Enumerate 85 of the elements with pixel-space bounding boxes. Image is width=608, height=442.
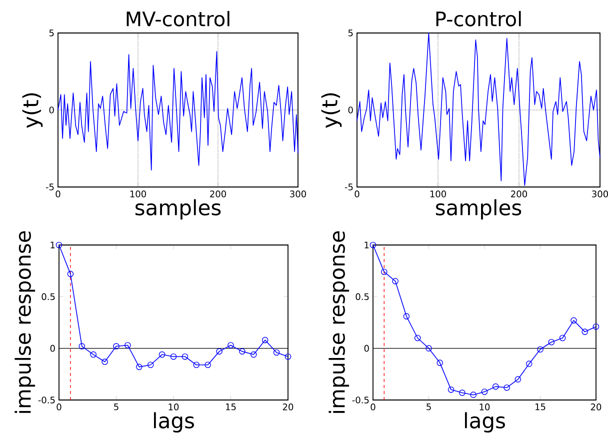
point <box>403 313 410 320</box>
point <box>67 270 74 278</box>
y-tick-label: 0.5 <box>42 293 55 300</box>
line-series <box>356 32 600 186</box>
point <box>250 351 257 358</box>
y-tick-label: 5 <box>348 30 353 36</box>
point <box>102 358 108 365</box>
point <box>448 386 454 393</box>
y-tick-label: 1 <box>50 242 55 248</box>
point <box>228 342 234 348</box>
x-tick-label: 0 <box>56 404 62 410</box>
point <box>592 323 600 330</box>
x-tick-label: 300 <box>592 190 608 198</box>
y-tick-label: 0 <box>49 106 54 114</box>
point <box>414 334 421 342</box>
x-tick-label: 10 <box>480 404 490 410</box>
y-axis-title: y(t) <box>321 93 342 128</box>
x-tick-label: 0 <box>370 404 376 410</box>
point <box>570 317 577 324</box>
y-tick-label: 1 <box>364 242 369 248</box>
x-tick-label: 10 <box>168 404 179 410</box>
x-tick-label: 15 <box>536 404 546 410</box>
point <box>582 328 588 335</box>
x-tick-label: 300 <box>290 190 306 198</box>
x-tick-label: 200 <box>210 190 226 198</box>
point <box>537 346 544 353</box>
point <box>113 343 120 350</box>
y-tick-label: -5 <box>344 184 353 190</box>
point <box>158 351 166 358</box>
point <box>548 338 555 346</box>
y-tick-label: -5 <box>46 184 54 190</box>
point <box>78 343 86 350</box>
point <box>392 278 398 284</box>
x-tick-label: 20 <box>282 404 294 410</box>
x-axis-title: lags <box>154 412 194 433</box>
point <box>504 384 510 391</box>
chart-title: P-control <box>436 10 521 26</box>
y-axis-title: impulse response <box>14 231 36 413</box>
point <box>514 376 522 382</box>
y-tick-label: -0.5 <box>38 396 55 404</box>
point <box>170 353 177 360</box>
point <box>182 353 188 360</box>
point <box>193 362 200 368</box>
y-tick-label: 0.5 <box>356 293 369 300</box>
y-tick-label: 0 <box>348 106 353 114</box>
point <box>56 242 62 248</box>
point <box>136 364 142 370</box>
point <box>481 388 488 395</box>
point <box>459 390 466 396</box>
x-tick-label: 5 <box>114 404 118 410</box>
y-axis-title: y(t) <box>22 93 43 128</box>
x-tick-label: 5 <box>426 404 431 410</box>
x-tick-label: 0 <box>56 190 60 198</box>
point <box>284 353 292 360</box>
point <box>147 362 154 368</box>
point <box>124 342 131 348</box>
x-axis-title: samples <box>436 199 522 220</box>
point <box>492 383 499 390</box>
x-tick-label: 100 <box>130 190 146 198</box>
y-tick-label: 0 <box>50 344 55 352</box>
x-tick-label: 20 <box>590 404 602 410</box>
point <box>470 392 477 398</box>
x-tick-label: 200 <box>511 190 527 198</box>
y-axis-title: impulse response <box>328 231 350 413</box>
chart-title: MV-control <box>126 10 230 26</box>
x-axis-title: samples <box>136 199 221 220</box>
point <box>559 334 566 342</box>
line-series <box>58 51 298 170</box>
y-tick-label: -0.5 <box>352 396 369 404</box>
point <box>426 345 432 352</box>
y-tick-label: 0 <box>364 344 369 352</box>
point <box>381 268 388 276</box>
x-axis-title: lags <box>464 412 505 433</box>
point <box>370 242 376 248</box>
point <box>262 336 268 344</box>
x-tick-label: 100 <box>430 190 446 198</box>
point <box>204 362 211 368</box>
point <box>216 348 222 355</box>
point <box>273 349 280 356</box>
x-tick-label: 15 <box>226 404 236 410</box>
point <box>90 351 96 358</box>
point <box>436 360 444 366</box>
point <box>239 348 246 355</box>
y-tick-label: 5 <box>49 30 54 36</box>
point <box>526 360 532 367</box>
